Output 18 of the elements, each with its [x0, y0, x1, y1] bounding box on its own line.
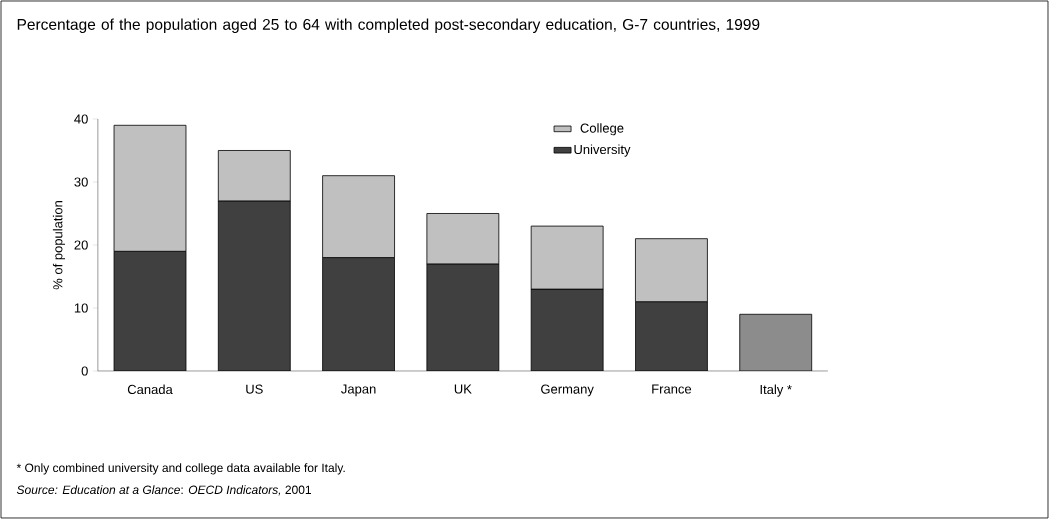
y-tick-label: 10	[74, 303, 88, 313]
x-tick-label: US	[246, 384, 263, 394]
y-tick-label: 0	[81, 366, 88, 376]
y-axis-title: % of population	[52, 201, 66, 290]
x-tick-label: Germany	[541, 384, 594, 397]
x-tick-label: UK	[454, 384, 472, 394]
y-tick-label: 20	[74, 240, 88, 250]
y-tick-label: 40	[74, 114, 88, 124]
chart-title: Percentage of the population aged 25 to 64 with completed post-secondary education, G-7 countries, 1999	[17, 18, 760, 33]
x-tick-label: Italy *	[760, 384, 792, 397]
legend-label: University	[574, 144, 631, 157]
x-tick-label: Japan	[341, 384, 376, 397]
x-tick-label: Canada	[127, 384, 173, 395]
x-tick-label: France	[652, 384, 692, 394]
legend-label: College	[580, 123, 624, 136]
y-tick-label: 30	[74, 177, 88, 187]
text: * Only combined university and college data available for Italy.	[16, 463, 345, 475]
text: Source: Education at a Glance: OECD Indicators, 2001	[16, 485, 311, 496]
